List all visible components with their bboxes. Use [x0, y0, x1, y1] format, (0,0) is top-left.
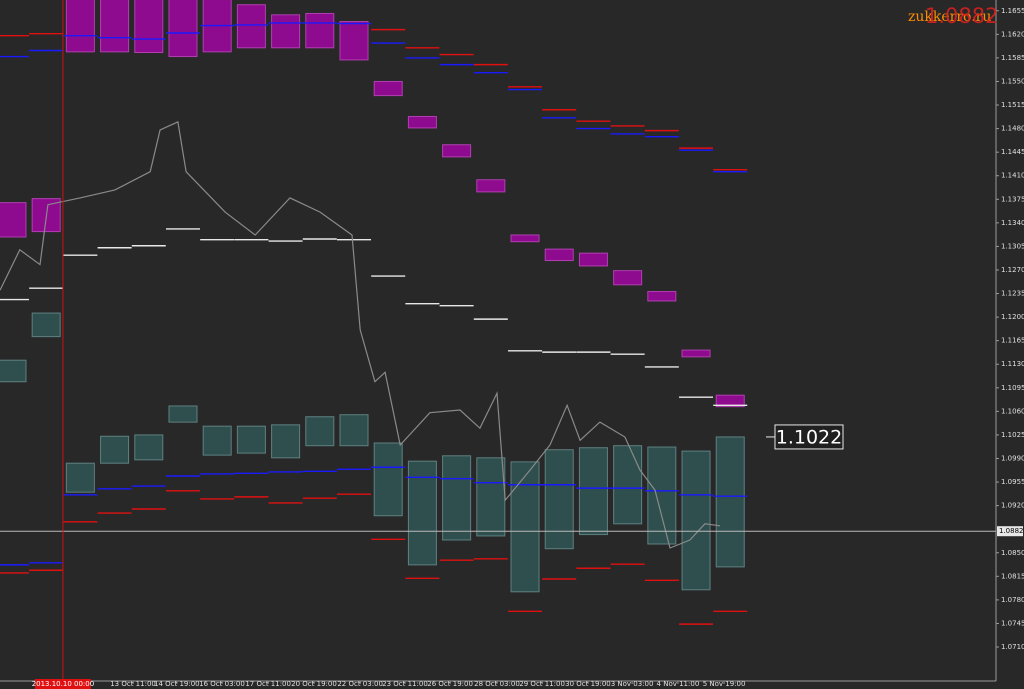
y-tick-label: 1.1620 [1001, 30, 1024, 38]
y-tick-label: 1.1060 [1001, 407, 1024, 415]
y-tick-label: 1.1130 [1001, 360, 1024, 368]
price-line [0, 121, 721, 549]
y-tick-label: 1.1270 [1001, 266, 1024, 274]
y-tick-label: 1.1375 [1001, 195, 1024, 203]
upper-zone-box [100, 0, 130, 53]
y-tick-label: 1.0990 [1001, 454, 1024, 462]
x-tick-label: 14 Oct 19:00 [154, 680, 200, 688]
upper-zone-box [510, 234, 540, 243]
y-tick-label: 1.0780 [1001, 596, 1024, 604]
y-tick-label: 1.1585 [1001, 54, 1024, 62]
current-price-marker [997, 526, 1023, 537]
x-tick-label: 4 Nov 11:00 [657, 680, 700, 688]
lower-zone-box [681, 450, 711, 591]
lower-zone-box [373, 442, 403, 517]
upper-zone-box [442, 144, 472, 158]
x-tick-label: 23 Oct 11:00 [382, 680, 428, 688]
price-label-box [774, 424, 844, 450]
x-tick-label: 22 Oct 03:00 [337, 680, 383, 688]
lower-zone-box [510, 461, 540, 593]
lower-zone-box [168, 405, 198, 423]
big-price: 1.0882 [925, 4, 998, 28]
lower-zone-box [31, 312, 61, 338]
upper-zone-box [373, 80, 403, 97]
y-tick-label: 1.1550 [1001, 77, 1024, 85]
y-tick-label: 1.1480 [1001, 125, 1024, 133]
upper-zone-box [305, 12, 335, 49]
lower-zone-box [100, 435, 130, 464]
x-tick-label: 29 Oct 11:00 [519, 680, 565, 688]
y-tick-label: 1.1655 [1001, 7, 1024, 15]
lower-zone-box [647, 446, 677, 545]
y-tick-label: 1.0745 [1001, 619, 1024, 627]
lower-zone-box [476, 457, 506, 537]
lower-zone-box [715, 436, 745, 568]
y-tick-label: 1.0710 [1001, 643, 1024, 651]
lower-zone-box [339, 414, 369, 447]
lower-zone-box [544, 449, 574, 550]
y-tick-label: 1.0955 [1001, 478, 1024, 486]
watermark: zukkerro.ru [908, 9, 991, 25]
lower-zone-box [613, 445, 643, 525]
x-tick-label: 13 Oct 11:00 [110, 680, 156, 688]
lower-zone-box [202, 425, 232, 456]
upper-zone-box [613, 270, 643, 286]
lower-zone-box [65, 462, 95, 493]
upper-zone-box [271, 14, 301, 49]
y-tick-label: 1.1305 [1001, 242, 1024, 250]
upper-zone-box [647, 291, 677, 302]
lower-zone-box [305, 416, 335, 447]
price-label: 1.1022 [776, 426, 842, 448]
current-price-label: 1.0882 [999, 527, 1024, 535]
upper-zone-box [0, 202, 27, 238]
lower-zone-box [578, 447, 608, 536]
y-tick-label: 1.1235 [1001, 290, 1024, 298]
x-tick-label: 20 Oct 19:00 [291, 680, 337, 688]
upper-zone-box [407, 115, 437, 129]
x-tick-label: 16 Oct 03:00 [199, 680, 245, 688]
lower-zone-box [407, 460, 437, 566]
marker-label: 2013.10.10 00:00 [32, 680, 94, 688]
x-tick-label: 30 Oct 19:00 [565, 680, 611, 688]
y-tick-label: 1.1025 [1001, 431, 1024, 439]
lower-zone-box [442, 455, 472, 541]
lower-zone-box [271, 424, 301, 459]
x-tick-label: 5 Nov 19:00 [703, 680, 746, 688]
upper-zone-box [681, 349, 711, 358]
y-tick-label: 1.1410 [1001, 172, 1024, 180]
upper-zone-box [578, 252, 608, 267]
y-tick-label: 1.1340 [1001, 219, 1024, 227]
y-tick-label: 1.0815 [1001, 572, 1024, 580]
upper-zone-box [168, 0, 198, 58]
upper-zone-box [236, 4, 266, 49]
y-tick-label: 1.1095 [1001, 384, 1024, 392]
upper-zone-box [134, 0, 164, 54]
marker-label-box [34, 679, 91, 689]
upper-zone-box [339, 21, 369, 61]
y-tick-label: 1.1515 [1001, 101, 1024, 109]
x-tick-label: 26 Oct 19:00 [427, 680, 473, 688]
y-tick-label: 1.0850 [1001, 549, 1024, 557]
x-tick-label: 17 Oct 11:00 [245, 680, 291, 688]
lower-zone-box [134, 434, 164, 461]
x-tick-label: 3 Nov 03:00 [611, 680, 654, 688]
x-tick-label: 28 Oct 03:00 [474, 680, 520, 688]
upper-zone-box [65, 0, 95, 53]
lower-zone-box [236, 425, 266, 454]
upper-zone-box [544, 248, 574, 262]
y-tick-label: 1.0920 [1001, 502, 1024, 510]
lower-zone-box [0, 359, 27, 383]
upper-zone-box [715, 394, 745, 408]
y-tick-label: 1.1445 [1001, 148, 1024, 156]
upper-zone-box [476, 179, 506, 193]
y-tick-label: 1.1200 [1001, 313, 1024, 321]
y-tick-label: 1.1165 [1001, 337, 1024, 345]
